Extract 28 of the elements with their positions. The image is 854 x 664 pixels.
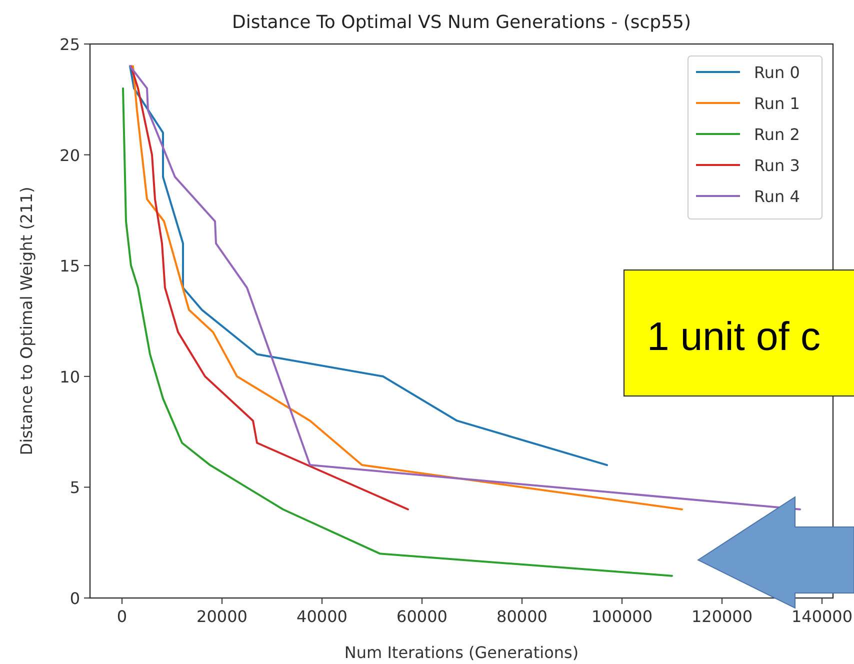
legend-label: Run 0 — [754, 63, 800, 82]
x-tick-label: 140000 — [791, 607, 853, 626]
y-tick-label: 5 — [70, 478, 80, 498]
line-series — [129, 65, 608, 466]
legend-label: Run 3 — [754, 156, 800, 175]
x-tick-label: 100000 — [591, 607, 653, 626]
x-tick-label: 60000 — [396, 607, 448, 626]
y-tick-label: 20 — [60, 146, 80, 165]
x-tick-label: 80000 — [496, 607, 548, 626]
legend-label: Run 4 — [754, 187, 800, 206]
chart-title: Distance To Optimal VS Num Generations - (scp55) — [232, 12, 692, 33]
y-tick-label: 15 — [60, 256, 80, 276]
annotation: 1 unit of c — [647, 315, 820, 359]
x-tick-label: 40000 — [296, 607, 348, 626]
y-tick-label: 0 — [70, 589, 80, 608]
x-tick-label: 120000 — [691, 607, 753, 626]
legend-label: Run 1 — [754, 94, 800, 113]
line-series — [132, 65, 683, 510]
line-series — [130, 65, 409, 510]
y-tick-label: 10 — [60, 367, 80, 386]
x-tick-label: 20000 — [196, 607, 248, 626]
x-axis-title: Num Iterations (Generations) — [344, 643, 579, 662]
x-tick-label: 0 — [116, 607, 128, 626]
line-series — [122, 87, 673, 577]
line-series — [129, 65, 801, 510]
y-tick-label: 25 — [60, 35, 80, 54]
legend-label: Run 2 — [754, 125, 800, 144]
y-axis-title: Distance to Optimal Weight (211) — [17, 186, 36, 456]
